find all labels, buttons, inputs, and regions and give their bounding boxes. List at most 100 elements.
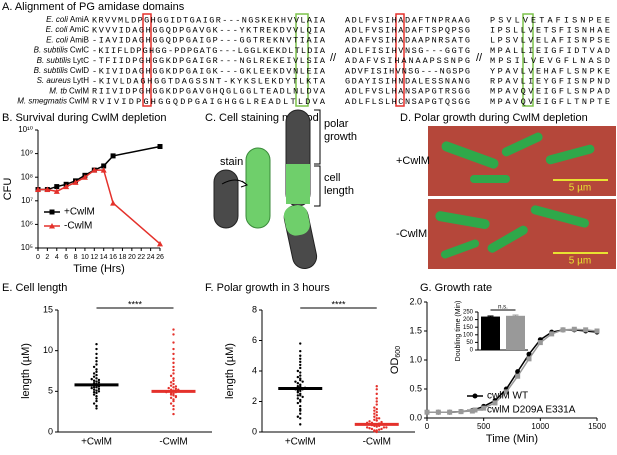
sequence: RVIVIDPGHGGQDPGAIGHGGLREADLTLDVA <box>92 97 326 107</box>
data-point <box>299 377 302 380</box>
diagram-label: stain <box>220 156 243 168</box>
data-point <box>95 342 98 346</box>
data-point <box>385 426 388 429</box>
protein-name: CwlC <box>70 46 89 55</box>
data-point <box>169 384 173 387</box>
data-point <box>299 389 302 393</box>
y-axis-label-text: length (µM) <box>20 343 32 399</box>
cell <box>530 205 590 228</box>
data-point <box>174 385 178 388</box>
data-point <box>97 387 101 391</box>
sequence: YPAVLVEHAFLSNPKE <box>490 66 610 76</box>
y-tick-label: 8 <box>252 304 257 314</box>
species-name: E. coli <box>46 25 68 34</box>
data-point <box>72 179 79 185</box>
x-tick-label: 22 <box>137 254 145 261</box>
highlight-box <box>295 13 309 107</box>
sequence: RPAVLIEYGFISNPND <box>490 76 610 86</box>
sequence: PSVLVETAFISNPEE <box>490 15 610 25</box>
chart-title: F. Polar growth in 3 hours <box>205 282 330 294</box>
y-tick-label: 10⁸ <box>21 172 33 181</box>
diagram-label: growth <box>324 131 357 143</box>
data-line <box>38 145 161 191</box>
data-point <box>373 415 376 418</box>
data-point <box>299 398 302 402</box>
data-point <box>100 167 107 173</box>
data-point <box>97 390 101 393</box>
y-tick-label: 100 <box>463 332 474 338</box>
y-tick-label: 10⁹ <box>21 149 33 158</box>
data-point <box>174 395 178 398</box>
data-point <box>92 386 96 389</box>
data-point <box>92 365 96 369</box>
y-tick-label: 0 <box>48 426 53 436</box>
protein-name: AmiA <box>70 15 90 24</box>
x-tick-label: 500 <box>477 422 491 431</box>
sequence-name: B. subtilis LytC <box>37 56 90 65</box>
sequence-name: B. subtilis CwlC <box>34 46 90 55</box>
sequence: -IAVIDAGHGGQDPGAIGP---GGTREKNVTIAIA <box>92 36 326 46</box>
data-point <box>296 389 300 393</box>
data-point <box>95 370 98 374</box>
data-point <box>526 356 532 362</box>
data-point <box>301 380 304 383</box>
bracket <box>314 109 321 165</box>
data-point <box>375 417 378 420</box>
y-axis-label-text: length (µM) <box>224 343 236 399</box>
data-point <box>35 186 41 193</box>
data-point <box>169 402 173 405</box>
sequence: ADLFISIHVNSG---GGTG <box>345 46 470 56</box>
data-point <box>299 374 302 377</box>
x-tick-label: 14 <box>100 254 108 261</box>
data-point <box>95 386 98 389</box>
sequence-name: E. coli AmiA <box>46 15 90 24</box>
data-point <box>296 375 300 379</box>
data-point <box>172 341 175 344</box>
legend-label: cwlM WT <box>487 391 528 402</box>
data-point <box>375 414 378 417</box>
sequence: MPAVQVEIGFLSNPAD <box>490 87 610 97</box>
data-point <box>299 366 302 370</box>
data-point <box>95 352 98 356</box>
data-point <box>377 417 381 420</box>
y-tick-label: 50 <box>466 340 473 346</box>
sequence-name: M. smegmatis CwlM <box>17 97 89 106</box>
data-point <box>299 383 302 386</box>
data-point <box>299 423 302 426</box>
data-line <box>427 328 598 413</box>
data-point <box>375 407 378 411</box>
data-point <box>458 409 464 415</box>
panel-title: D. Polar growth during CwlM depletion <box>400 112 588 124</box>
protein-name: LytC <box>73 56 89 65</box>
data-point <box>172 379 175 382</box>
data-point <box>375 410 378 414</box>
data-point <box>365 426 369 429</box>
data-point <box>368 420 371 423</box>
data-point <box>373 418 376 421</box>
species-name: B. subtilis <box>34 66 68 75</box>
data-line <box>38 169 161 245</box>
diagram-label: polar <box>324 118 349 130</box>
sequence-name: E. coli AmiB <box>46 36 89 45</box>
data-point <box>92 375 96 378</box>
x-tick-label: -CwlM <box>363 437 391 448</box>
y-axis-label-text: CFU <box>2 178 14 201</box>
x-tick-label: 2 <box>45 254 49 261</box>
data-point <box>95 399 98 403</box>
data-point <box>95 360 98 363</box>
data-point <box>172 398 175 401</box>
data-point <box>481 405 487 411</box>
x-tick-label: 12 <box>90 254 98 261</box>
data-point <box>172 392 175 395</box>
data-point <box>92 402 96 405</box>
y-axis-label: Doubling time (Min) <box>455 301 462 362</box>
x-tick-label: 16 <box>109 254 117 261</box>
data-point <box>515 373 521 379</box>
sequence: RIIVIDPGHGGKDPGAVGHQGLGGLTEADLNLDVA <box>92 87 326 97</box>
x-tick-label: 18 <box>119 254 127 261</box>
data-point <box>97 381 101 384</box>
y-tick-label: 200 <box>463 317 474 323</box>
sequence: ADAFVSIHADAAPNRSATG <box>345 36 470 46</box>
sequence: -KIVIDAGHGGKDPGAIGK---GKLEEKDVNLEIA <box>92 66 326 76</box>
data-point <box>296 385 300 388</box>
